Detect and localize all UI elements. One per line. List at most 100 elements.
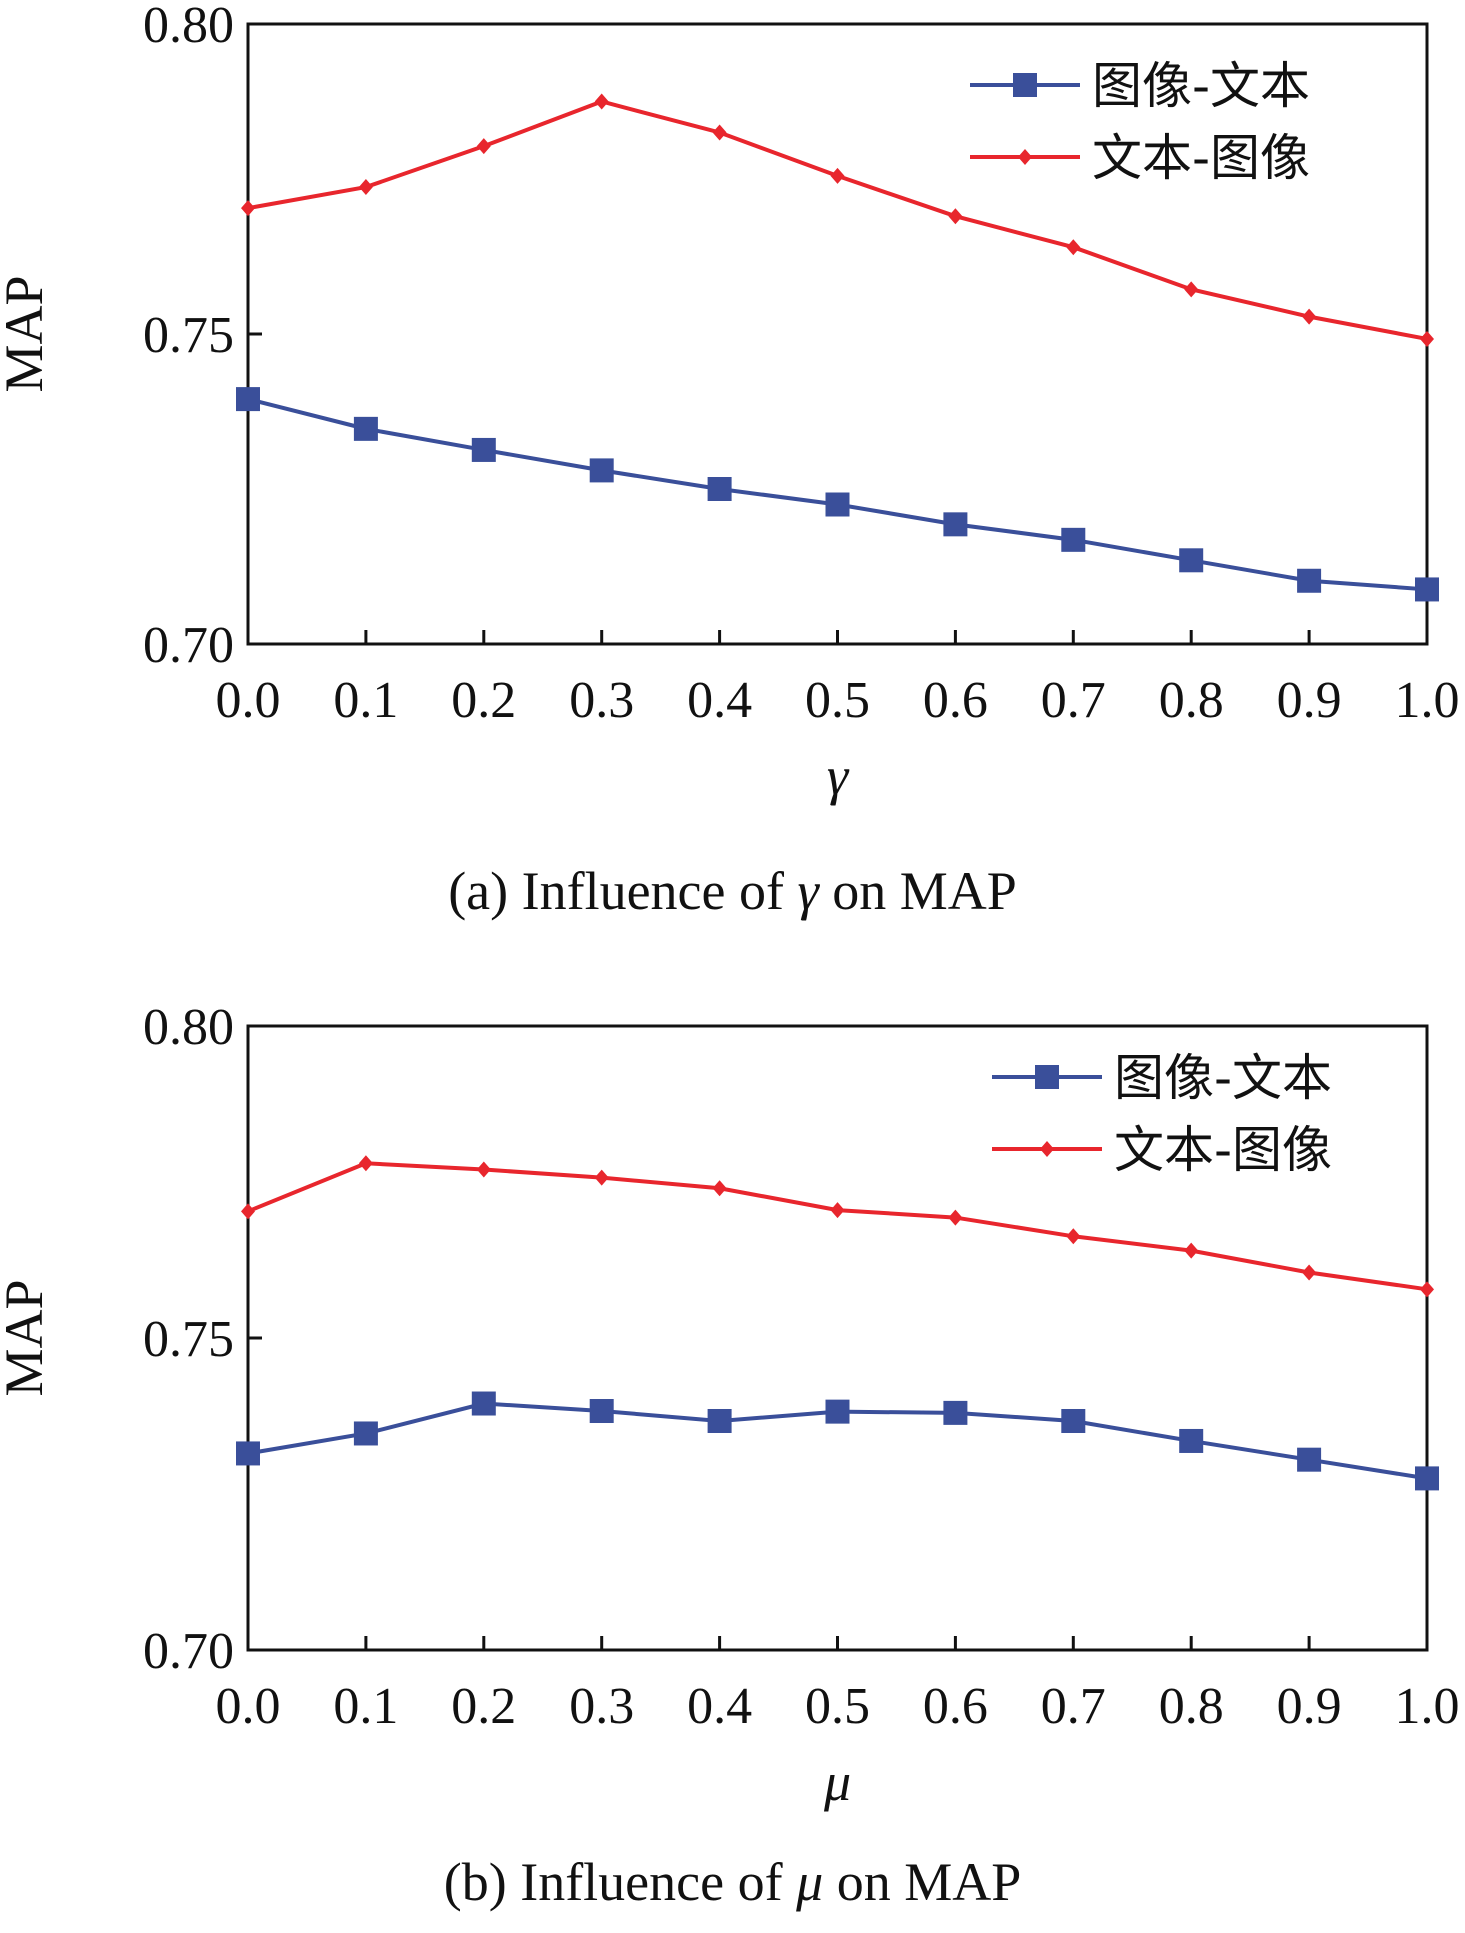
- series-1-point: [1420, 330, 1434, 347]
- chart-b: 0.70 0.75 0.80 0.0 0.1 0.2 0.3 0.4 0.5 0.6 0.7 0.8 0…: [0, 999, 1460, 1812]
- y-tick-label: 0.80: [143, 0, 234, 54]
- legend-label: 图像-文本: [1114, 1049, 1332, 1107]
- series-0-point: [1297, 568, 1322, 593]
- series-1: [241, 93, 1434, 347]
- x-tick-label: 0.9: [1277, 1678, 1342, 1735]
- series-1-point: [594, 1169, 609, 1186]
- caption-a-suffix: on MAP: [818, 861, 1017, 921]
- legend-label: 文本-图像: [1114, 1121, 1332, 1179]
- series-0-point: [236, 387, 260, 412]
- series-0-point: [707, 1408, 732, 1433]
- series-0: [236, 1391, 1439, 1491]
- series-0-point: [589, 458, 614, 483]
- series-0-point: [943, 1400, 968, 1425]
- series-1-point: [1184, 1242, 1199, 1259]
- series-0-point: [353, 1421, 378, 1446]
- series-1-point: [241, 200, 255, 217]
- series-0: [236, 387, 1439, 602]
- figure-b: 0.70 0.75 0.80 0.0 0.1 0.2 0.3 0.4 0.5 0.6 0.7 0.8 0…: [0, 985, 1465, 1933]
- series-0-point: [1179, 1428, 1204, 1453]
- series-1-point: [1184, 281, 1199, 298]
- y-tick-label: 0.75: [143, 1311, 234, 1368]
- series-0-point: [471, 437, 496, 462]
- x-tick-label: 0.4: [687, 1678, 752, 1735]
- series-0-point: [589, 1399, 614, 1424]
- x-tick-label: 0.0: [216, 1678, 281, 1735]
- caption-b-suffix: on MAP: [823, 1852, 1022, 1912]
- series-0-point: [1061, 1408, 1086, 1433]
- series-1: [241, 1155, 1434, 1298]
- series-0-point: [471, 1391, 496, 1416]
- caption-b-symbol: μ: [796, 1852, 824, 1912]
- legend-marker: [1013, 73, 1037, 97]
- caption-a-symbol: γ: [797, 861, 819, 921]
- x-tick-label: 0.4: [687, 672, 752, 729]
- x-tick-label: 0.0: [216, 672, 281, 729]
- legend-marker: [1018, 149, 1032, 165]
- caption-b: (b) Influence of μ on MAP: [0, 1851, 1465, 1913]
- series-1-point: [948, 208, 963, 225]
- x-axis-label: μ: [823, 1752, 851, 1812]
- y-tick-label: 0.80: [143, 999, 234, 1056]
- caption-b-prefix: (b) Influence of: [443, 1852, 797, 1912]
- x-tick-label: 0.7: [1041, 1678, 1106, 1735]
- x-axis-label: γ: [827, 746, 850, 806]
- legend-marker: [1035, 1065, 1059, 1089]
- legend-entry-1: 文本-图像: [992, 1121, 1332, 1179]
- series-1-point: [712, 124, 727, 141]
- x-tick-label: 0.6: [923, 1678, 988, 1735]
- series-0-point: [353, 416, 378, 441]
- x-tick-label: 0.2: [451, 672, 516, 729]
- x-tick-label: 0.1: [333, 672, 398, 729]
- y-axis-label: MAP: [0, 1279, 54, 1396]
- x-tick-label: 0.6: [923, 672, 988, 729]
- series-0-point: [825, 492, 850, 517]
- series-0-point: [1061, 527, 1086, 552]
- series-0-point: [825, 1399, 850, 1424]
- series-1-point: [358, 179, 373, 196]
- x-tick-label: 1.0: [1395, 1678, 1460, 1735]
- caption-a-prefix: (a) Influence of: [448, 861, 798, 921]
- series-1-point: [476, 1161, 491, 1178]
- y-tick-label: 0.70: [143, 617, 234, 674]
- chart-a: 0.70 0.75 0.80 0.0 0.1 0.2 0.3 0.4 0.5 0.6 0.7 0.8 0…: [0, 0, 1460, 806]
- series-1-point: [476, 138, 491, 155]
- plot-frame: [246, 22, 1429, 646]
- legend-entry-1: 文本-图像: [970, 129, 1310, 187]
- series-0-point: [943, 512, 968, 537]
- legend-marker: [1040, 1141, 1054, 1157]
- series-1-point: [1420, 1281, 1434, 1298]
- series-0-point: [707, 477, 732, 501]
- x-tick-label: 0.3: [569, 672, 634, 729]
- x-tick-label: 0.1: [333, 1678, 398, 1735]
- series-1-point: [358, 1155, 373, 1172]
- y-tick-label: 0.70: [143, 1623, 234, 1680]
- series-1-point: [594, 93, 609, 110]
- series-1-point: [1302, 308, 1317, 325]
- legend-label: 图像-文本: [1092, 57, 1310, 115]
- x-tick-label: 0.5: [805, 672, 870, 729]
- series-1-point: [1066, 1228, 1081, 1245]
- y-tick-label: 0.75: [143, 307, 234, 364]
- x-tick-label: 0.7: [1041, 672, 1106, 729]
- legend-entry-0: 图像-文本: [992, 1049, 1332, 1107]
- series-1-point: [241, 1203, 255, 1220]
- y-axis-label: MAP: [0, 275, 54, 392]
- x-tick-label: 0.5: [805, 1678, 870, 1735]
- x-tick-label: 0.9: [1277, 672, 1342, 729]
- series-0-point: [1415, 1466, 1439, 1491]
- series-1-line: [247, 1161, 1428, 1292]
- figure-a: 0.70 0.75 0.80 0.0 0.1 0.2 0.3 0.4 0.5 0.6 0.7 0.8 0…: [0, 0, 1465, 965]
- series-0-point: [1297, 1447, 1322, 1472]
- series-1-point: [948, 1209, 963, 1226]
- x-tick-label: 0.3: [569, 1678, 634, 1735]
- series-0-point: [1415, 577, 1439, 602]
- x-tick-label: 0.8: [1159, 1678, 1224, 1735]
- x-tick-label: 0.8: [1159, 672, 1224, 729]
- plot-frame: [246, 1024, 1429, 1652]
- caption-a: (a) Influence of γ on MAP: [0, 860, 1465, 922]
- series-1-point: [830, 167, 845, 184]
- legend-entry-0: 图像-文本: [970, 57, 1310, 115]
- series-1-point: [830, 1202, 845, 1219]
- x-tick-label: 1.0: [1395, 672, 1460, 729]
